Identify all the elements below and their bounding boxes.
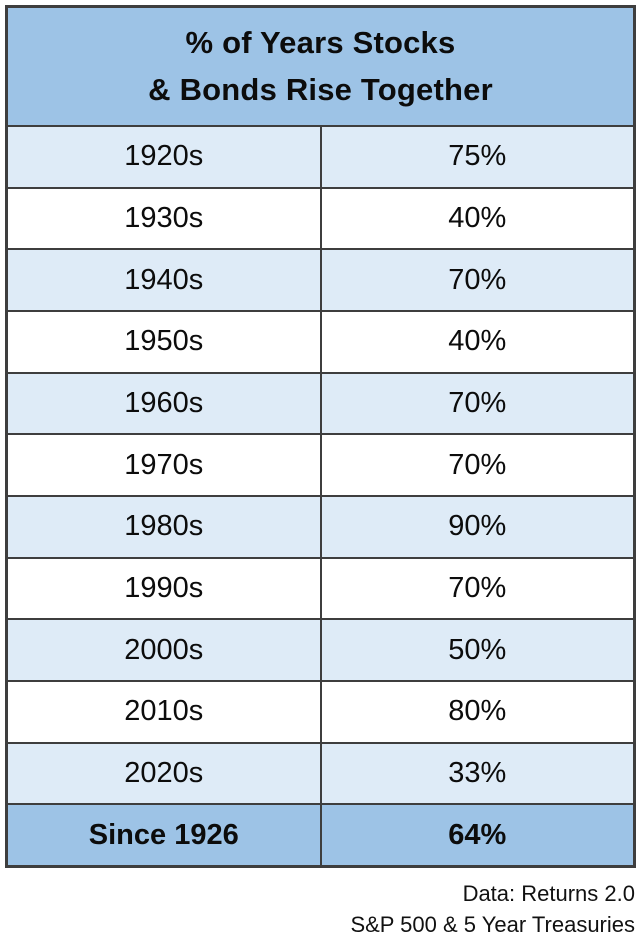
decade-cell: Since 1926: [88, 818, 239, 851]
source-note-line1: Data: Returns 2.0: [462, 881, 635, 906]
value-cell: 70%: [319, 373, 634, 434]
value-cell: 70%: [319, 558, 634, 619]
value-cell: 75%: [319, 127, 634, 187]
value-cell: 40%: [319, 312, 634, 372]
decade-cell: 1960s: [124, 387, 204, 420]
decade-cell: 1920s: [124, 140, 204, 173]
table-title: % of Years Stocks & Bonds Rise Together: [8, 8, 633, 125]
decade-cell: 2020s: [124, 757, 204, 790]
value-cell: 70%: [319, 435, 634, 496]
value-cell: 40%: [319, 188, 634, 249]
stocks-bonds-table: % of Years Stocks & Bonds Rise Together …: [5, 5, 636, 868]
value-cell: 90%: [319, 497, 634, 557]
value-cell: 50%: [319, 620, 634, 681]
value-cell: 80%: [319, 682, 634, 742]
decade-cell: 1970s: [124, 448, 204, 481]
table-row: 1940s 70%: [8, 248, 634, 311]
table-row: 1960s 70%: [8, 371, 634, 434]
source-note: Data: Returns 2.0 S&P 500 & 5 Year Treas…: [5, 878, 635, 940]
decade-cell: 1940s: [124, 263, 204, 296]
table-title-line1: % of Years Stocks: [185, 25, 456, 60]
table-row: 1920s 75%: [8, 125, 633, 187]
table-row: 1990s 70%: [8, 556, 634, 619]
decade-cell: 1930s: [124, 202, 204, 234]
value-cell: 70%: [319, 250, 634, 311]
table-row: 1970s 70%: [8, 433, 634, 496]
decade-cell: 2010s: [124, 695, 204, 728]
table-row: 1950s 40%: [8, 310, 633, 372]
decade-cell: 2000s: [124, 633, 204, 666]
value-cell: 33%: [319, 743, 634, 804]
table-row: 2020s 33%: [8, 741, 634, 804]
value-cell: 64%: [319, 805, 634, 866]
source-note-line2: S&P 500 & 5 Year Treasuries: [350, 912, 635, 938]
table-row: 1930s 40%: [8, 186, 634, 249]
table-title-line2: & Bonds Rise Together: [148, 71, 493, 107]
table-row: 1980s 90%: [8, 495, 633, 557]
decade-cell: 1990s: [124, 572, 204, 605]
summary-row: Since 1926 64%: [8, 803, 634, 866]
table-row: 2010s 80%: [8, 680, 633, 742]
decade-cell: 1980s: [124, 510, 204, 543]
table-row: 2000s 50%: [8, 618, 634, 681]
decade-cell: 1950s: [124, 325, 204, 358]
